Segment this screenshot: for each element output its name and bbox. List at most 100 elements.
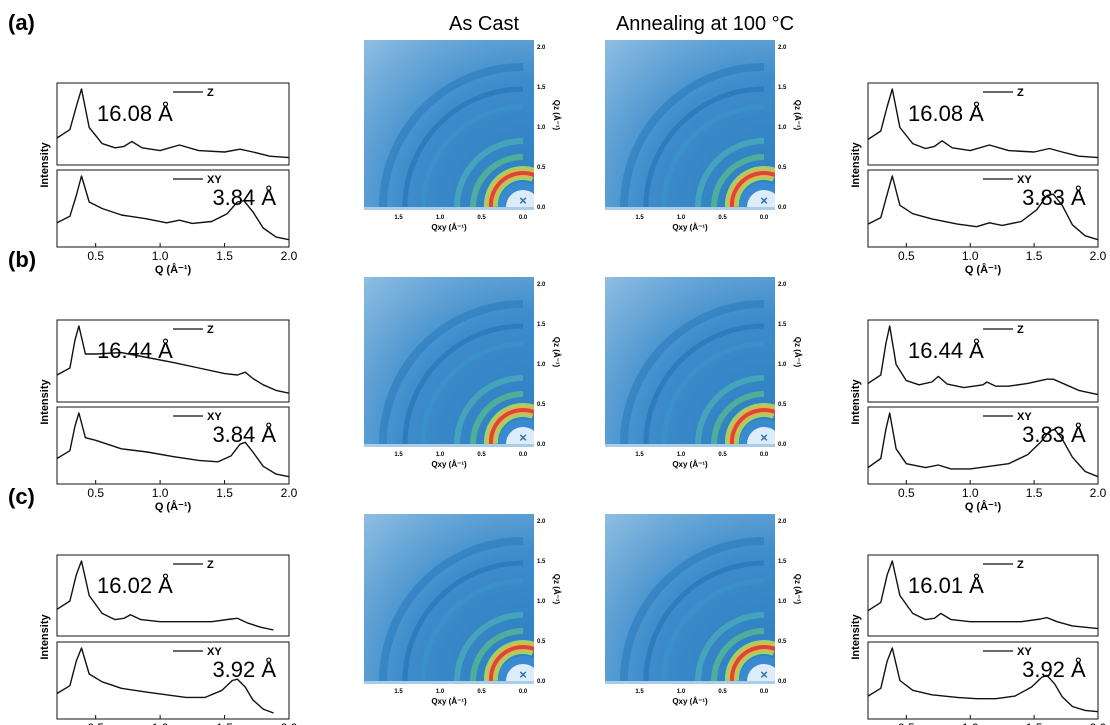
horizon [364, 444, 534, 447]
x-tick-label: 1.5 [1026, 721, 1043, 725]
beam-center-mark: × [519, 430, 527, 445]
legend-label-z: Z [207, 87, 214, 99]
qz-axis-label: Qz (Å⁻¹) [793, 100, 802, 131]
qz-tick-label: 1.5 [537, 559, 546, 565]
plot-frame [867, 406, 1099, 485]
giwaxs-pattern: × 0.0 0.5 1.0 1.5 2.0 1.5 1.0 0.5 0.0 Qxy (Å⁻¹) Qz … [364, 277, 561, 469]
qz-tick-label: 1.0 [778, 125, 787, 131]
peak-band-core [488, 408, 534, 445]
scattering-ring [711, 391, 765, 445]
qz-tick-label: 1.0 [537, 125, 546, 131]
qz-tick-label: 1.5 [778, 322, 787, 328]
qxy-tick-label: 0.5 [477, 689, 486, 695]
qz-tick-label: 0.5 [537, 639, 546, 645]
qz-tick-label: 0.0 [537, 205, 546, 211]
qz-tick-label: 2.0 [537, 45, 546, 51]
d-spacing-label-xy: 3.83 Å [1022, 422, 1086, 447]
x-tick-label: 1.0 [152, 721, 169, 725]
qz-tick-label: 0.5 [778, 639, 787, 645]
series-line-z [867, 325, 1099, 396]
qxy-axis-label: Qxy (Å⁻¹) [672, 223, 708, 232]
y-axis-label: Intensity [39, 614, 51, 660]
beam-center-mark: × [760, 430, 768, 445]
qz-axis-label: Qz (Å⁻¹) [552, 337, 561, 368]
scattering-ring [379, 537, 524, 682]
giwaxs-image: × [605, 277, 775, 447]
qz-tick-label: 1.0 [537, 599, 546, 605]
qxy-tick-label: 1.0 [677, 689, 686, 695]
qz-tick-label: 2.0 [778, 45, 787, 51]
series-line-z [867, 88, 1099, 159]
giwaxs-image: × [605, 514, 775, 684]
y-axis-label: Intensity [850, 142, 862, 188]
qxy-axis-label: Qxy (Å⁻¹) [431, 697, 467, 706]
x-tick-label: 1.5 [216, 721, 233, 725]
plot-frame [56, 169, 290, 248]
giwaxs-pattern: × 0.0 0.5 1.0 1.5 2.0 1.5 1.0 0.5 0.0 Qxy (Å⁻¹) Qz … [605, 277, 802, 469]
series-line-xy [56, 175, 290, 241]
d-spacing-label-xy: 3.92 Å [212, 657, 276, 682]
x-tick-label: 1.5 [216, 486, 233, 500]
series-line-xy [56, 647, 274, 714]
x-tick-label: 0.5 [898, 249, 915, 263]
row-label: (b) [8, 247, 36, 272]
qxy-tick-label: 1.5 [394, 215, 403, 221]
scattering-ring [711, 154, 765, 208]
qxy-tick-label: 1.0 [436, 689, 445, 695]
x-axis-label: Q (Å⁻¹) [965, 500, 1002, 513]
beam-center-mark: × [519, 667, 527, 682]
qxy-tick-label: 0.0 [760, 452, 769, 458]
beam-stop-core [506, 190, 534, 210]
qz-tick-label: 0.0 [537, 679, 546, 685]
qz-tick-label: 1.0 [537, 362, 546, 368]
y-axis-label: Intensity [850, 379, 862, 425]
plot-frame [867, 554, 1099, 637]
scattering-ring [470, 154, 524, 208]
beam-center-mark: × [519, 193, 527, 208]
series-line-z [56, 88, 290, 159]
qz-tick-label: 2.0 [778, 519, 787, 525]
x-tick-label: 0.5 [87, 721, 104, 725]
x-axis-label: Q (Å⁻¹) [155, 500, 192, 513]
x-tick-label: 0.5 [898, 486, 915, 500]
qxy-tick-label: 0.0 [519, 452, 528, 458]
legend-label-xy: XY [1017, 174, 1032, 186]
qxy-tick-label: 0.5 [477, 215, 486, 221]
y-axis-label: Intensity [39, 142, 51, 188]
qz-tick-label: 0.0 [778, 442, 787, 448]
qz-tick-label: 0.0 [537, 442, 546, 448]
qz-tick-label: 1.5 [778, 559, 787, 565]
x-tick-label: 0.5 [87, 249, 104, 263]
qz-axis-label: Qz (Å⁻¹) [552, 574, 561, 605]
scattering-ring [643, 560, 765, 682]
x-axis-label: Q (Å⁻¹) [155, 263, 192, 276]
column-title-as-cast: As Cast [449, 13, 519, 35]
d-spacing-label-z: 16.02 Å [97, 573, 173, 598]
x-tick-label: 1.0 [962, 721, 979, 725]
plot-frame [867, 641, 1099, 720]
series-line-xy [867, 175, 1099, 241]
scattering-ring [470, 628, 524, 682]
series-line-xy [867, 647, 1099, 713]
qz-axis-label: Qz (Å⁻¹) [793, 574, 802, 605]
giwaxs-image: × [605, 40, 775, 210]
scattering-ring [661, 341, 765, 445]
qxy-axis-label: Qxy (Å⁻¹) [431, 223, 467, 232]
giwaxs-pattern: × 0.0 0.5 1.0 1.5 2.0 1.5 1.0 0.5 0.0 Qxy (Å⁻¹) Qz … [605, 40, 802, 232]
right-spectrum-panel: Z 16.08 Å XY3.83 Å 0.5 1.0 1.5 2.0 Q (Å⁻¹) Inten… [850, 82, 1107, 276]
scattering-ring [420, 104, 524, 208]
plot-frame [867, 319, 1099, 403]
qxy-axis-label: Qxy (Å⁻¹) [672, 460, 708, 469]
x-tick-label: 1.0 [152, 486, 169, 500]
scattering-ring [695, 138, 765, 208]
legend-label-z: Z [207, 559, 214, 571]
scattering-ring [379, 300, 524, 445]
horizon [364, 681, 534, 684]
legend-label-xy: XY [1017, 646, 1032, 658]
plot-frame [56, 319, 290, 403]
qxy-tick-label: 1.5 [635, 452, 644, 458]
scattering-ring [470, 391, 524, 445]
qz-tick-label: 2.0 [537, 519, 546, 525]
column-title-annealing: Annealing at 100 °C [616, 13, 794, 35]
